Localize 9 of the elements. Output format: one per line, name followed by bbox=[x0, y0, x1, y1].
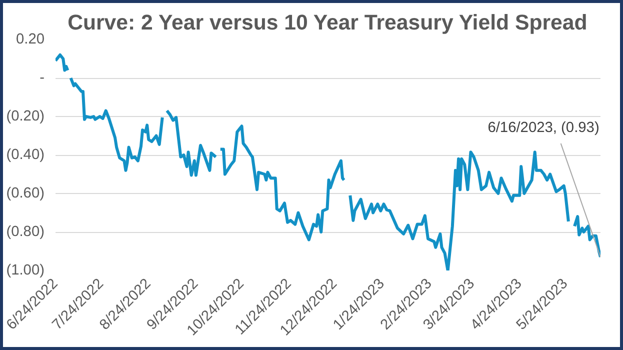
y-tick-label: 0.20 bbox=[16, 32, 45, 48]
y-tick-label: (1.00) bbox=[6, 262, 45, 278]
annotation: 6/16/2023, (0.93) bbox=[488, 120, 600, 136]
chart-title: Curve: 2 Year versus 10 Year Treasury Yield Spread bbox=[68, 10, 588, 34]
y-tick-label: (0.40) bbox=[6, 147, 45, 163]
y-tick-label: - bbox=[40, 70, 45, 86]
y-tick-label: (0.20) bbox=[6, 108, 45, 124]
y-tick-label: (0.80) bbox=[6, 224, 45, 240]
y-tick-label: (0.60) bbox=[6, 186, 45, 202]
